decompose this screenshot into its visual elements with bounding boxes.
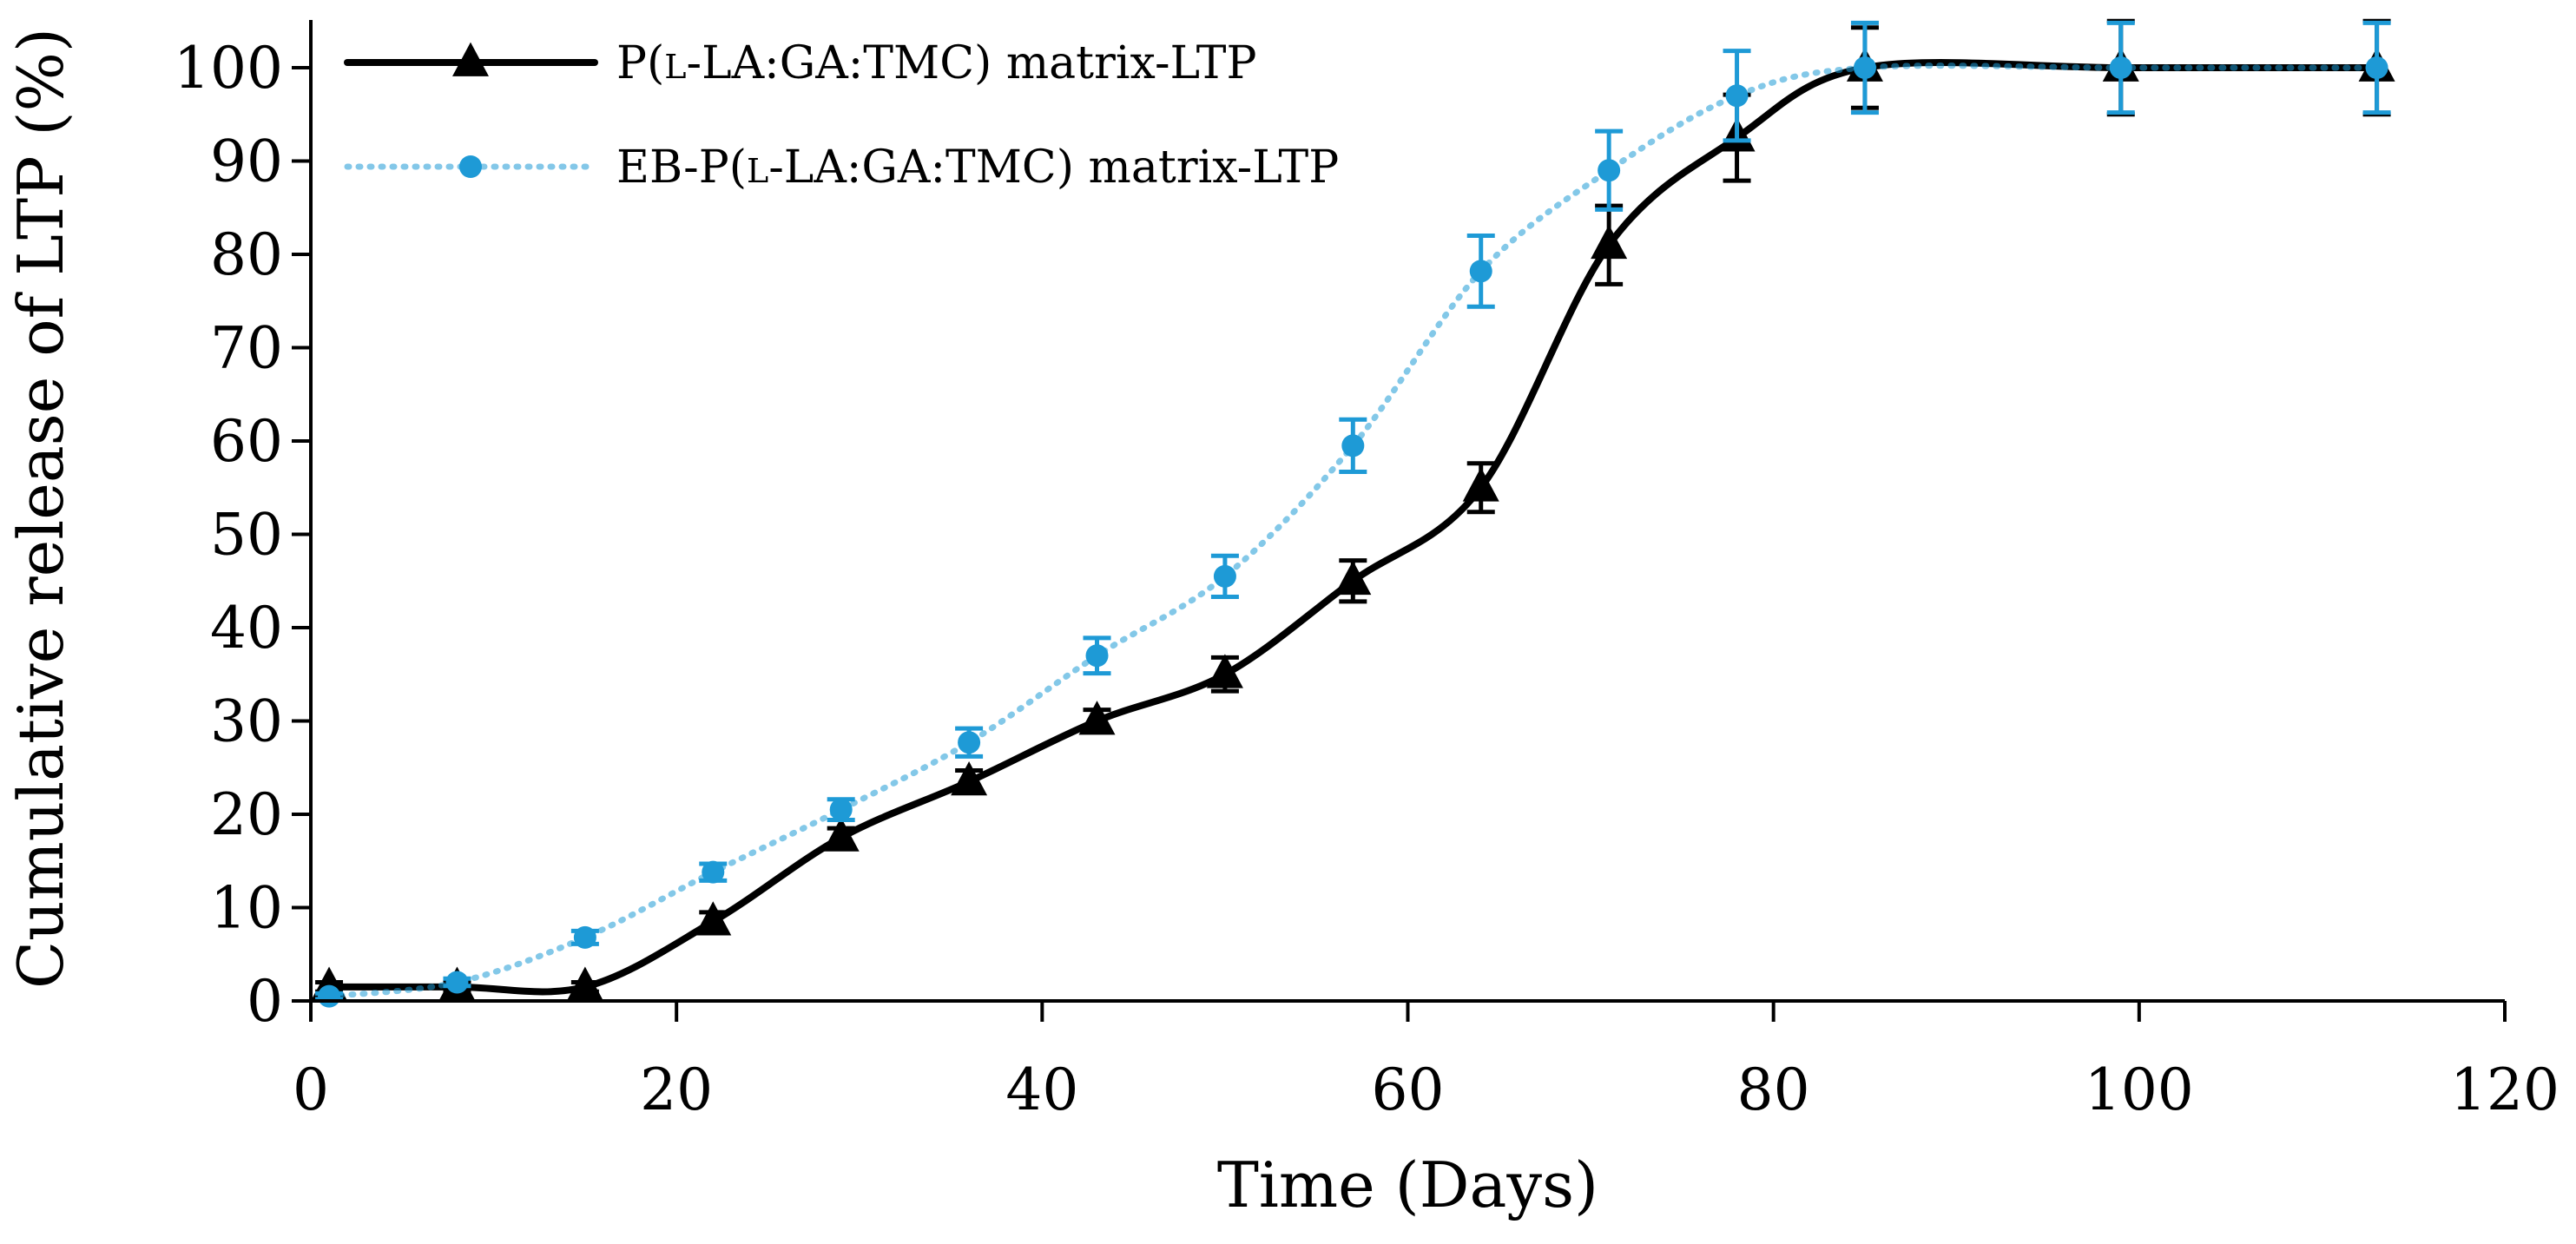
series-2-point — [958, 731, 981, 754]
y-tick-label: 60 — [210, 408, 283, 475]
series-1-point — [1462, 467, 1499, 502]
series-2-point — [445, 971, 469, 994]
x-tick-label: 120 — [2450, 1056, 2560, 1123]
series-2-point — [829, 798, 853, 821]
legend-marker-1 — [452, 42, 489, 76]
series-2-point — [2365, 56, 2388, 79]
x-tick-label: 40 — [1005, 1056, 1078, 1123]
legend-marker-2 — [459, 155, 482, 178]
x-tick-label: 20 — [640, 1056, 713, 1123]
legend-label-part: EB-P( — [616, 142, 747, 194]
series-2-point — [1725, 84, 1749, 108]
series-1-point — [951, 760, 988, 796]
y-tick-label: 10 — [210, 875, 283, 942]
x-tick-label: 80 — [1737, 1056, 1810, 1123]
series-2-point — [1853, 56, 1876, 79]
legend-label-part: -LA:GA:TMC) matrix-LTP — [768, 142, 1339, 194]
series-2 — [315, 20, 2391, 1008]
series-2-point — [1085, 644, 1109, 668]
series-layer — [311, 18, 2395, 1008]
series-2-line — [326, 63, 2381, 1000]
x-axis-title: Time (Days) — [1217, 1149, 1598, 1221]
y-tick-label: 80 — [210, 221, 283, 288]
series-1-point — [566, 966, 603, 1001]
series-1-point — [1591, 224, 1628, 260]
y-tick-label: 100 — [174, 35, 283, 102]
series-2-point — [318, 984, 341, 1008]
y-tick-label: 30 — [210, 688, 283, 755]
legend-item-1: P(L-LA:GA:TMC) matrix-LTP — [344, 37, 1256, 89]
y-tick-label: 40 — [210, 595, 283, 661]
series-2-point — [1469, 260, 1492, 283]
legend: P(L-LA:GA:TMC) matrix-LTPEB-P(L-LA:GA:TM… — [344, 37, 1339, 194]
y-tick-label: 0 — [247, 968, 283, 1035]
y-axis-title: Cumulative release of LTP (%) — [4, 28, 77, 989]
y-tick-label: 20 — [210, 781, 283, 848]
legend-label-part: P( — [616, 37, 664, 89]
legend-label-smallcaps: L — [664, 48, 686, 86]
series-2-point — [2109, 56, 2132, 79]
series-2-point — [702, 860, 725, 884]
legend-label-1: P(L-LA:GA:TMC) matrix-LTP — [616, 37, 1256, 89]
series-2-point — [1213, 564, 1236, 588]
series-2-point — [573, 925, 596, 949]
series-1-point — [822, 817, 860, 852]
legend-label-2: EB-P(L-LA:GA:TMC) matrix-LTP — [616, 142, 1339, 194]
axes: 0 10 20 30 40 50 60 70 80 90 100 0 20 40 60 80 100 120 — [174, 20, 2560, 1123]
legend-item-2: EB-P(L-LA:GA:TMC) matrix-LTP — [344, 142, 1339, 194]
x-tick-label: 60 — [1372, 1056, 1445, 1123]
series-1-point — [1206, 654, 1243, 688]
y-tick-label: 70 — [210, 315, 283, 382]
legend-label-smallcaps: L — [747, 152, 768, 190]
y-tick-label: 50 — [210, 502, 283, 569]
x-tick-label: 100 — [2085, 1056, 2194, 1123]
series-1-point — [1078, 701, 1116, 735]
x-tick-label: 0 — [293, 1056, 329, 1123]
series-1-point — [1334, 560, 1372, 596]
y-tick-label: 90 — [210, 128, 283, 195]
series-2-point — [1341, 434, 1365, 457]
series-2-point — [1598, 159, 1621, 182]
legend-label-part: -LA:GA:TMC) matrix-LTP — [687, 37, 1257, 89]
series-1-line — [326, 59, 2381, 996]
series-1-point — [695, 901, 732, 936]
